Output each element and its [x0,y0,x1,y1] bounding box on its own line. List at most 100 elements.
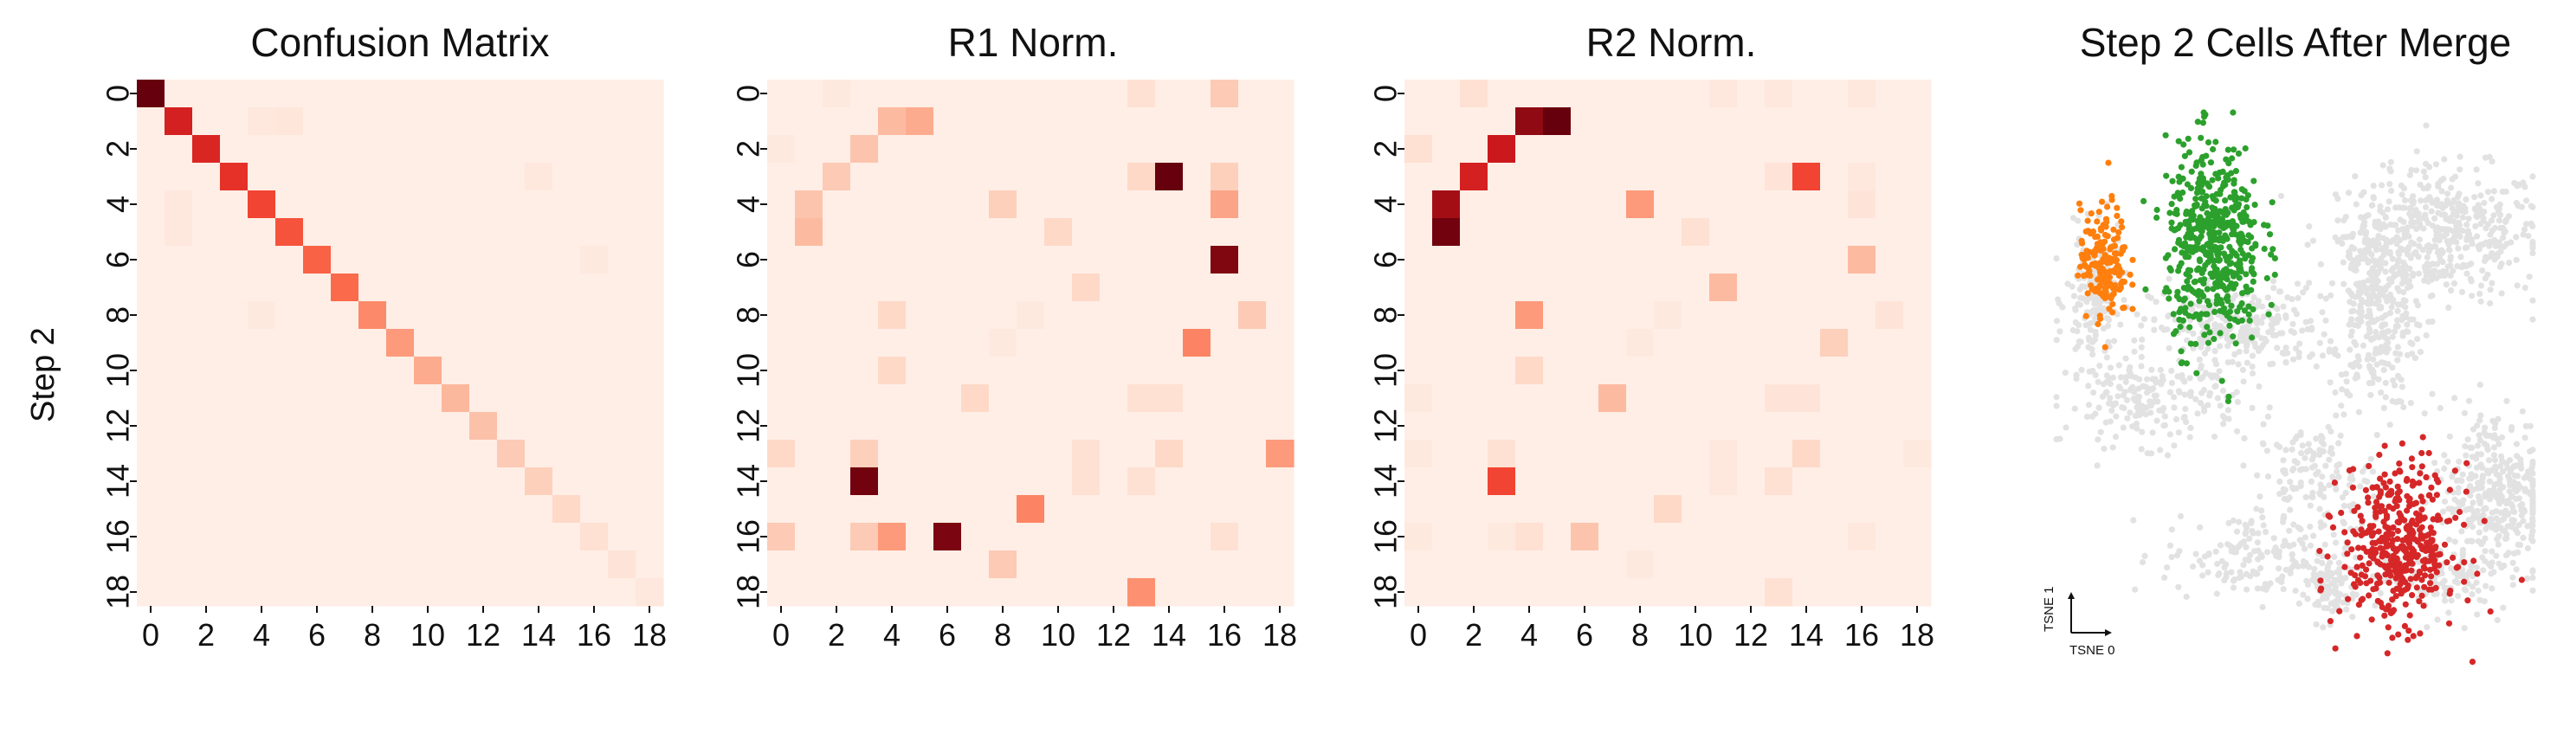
tsne-point-background [2499,527,2506,534]
r1-norm-cell [1211,301,1239,330]
r2-norm-cell [1876,440,1904,468]
confusion-matrix-cell [220,80,249,108]
tsne-point-background [2220,421,2227,428]
tsne-point-background [2099,393,2106,400]
tsne-point-background [2247,573,2254,580]
tsne-point-orange [2092,234,2099,241]
tsne-point-background [2469,236,2476,243]
r2-norm-cell [1515,246,1544,274]
tsne-point-orange [2086,267,2093,274]
r1-norm-cell [1072,523,1101,551]
tsne-point-green [2215,257,2223,264]
tsne-point-background [2508,493,2515,500]
confusion-matrix-cell [552,190,581,219]
r2-norm-cell [1432,523,1461,551]
tsne-point-background [2133,420,2140,428]
tsne-point-background [2397,236,2404,243]
tsne-point-red [2446,486,2453,493]
confusion-matrix-cell [303,301,332,330]
r2-norm-cell [1737,384,1766,413]
tsne-point-background [2198,389,2205,396]
tsne-point-red [2406,556,2413,563]
confusion-matrix-cell [497,578,526,607]
confusion-matrix-cell [137,301,165,330]
tsne-point-background [2428,276,2436,283]
r2-norm-cell [1765,135,1793,164]
tsne-point-background [2415,254,2422,261]
confusion-matrix-cell [442,135,470,164]
tsne-point-red [2481,518,2488,525]
tsne-point-background [2281,495,2288,503]
tsne-point-background [2340,280,2347,287]
r1-norm-cell [795,246,823,274]
tsne-point-background [2503,397,2510,404]
tsne-point-background [2198,376,2205,383]
confusion-matrix-cell [608,246,636,274]
tsne-point-background [2089,307,2096,315]
r2-norm-cell [1626,384,1655,413]
tsne-point-background [2518,465,2525,472]
tsne-point-background [2524,488,2531,495]
tsne-point-background [2127,409,2134,416]
tsne-point-background [2221,576,2228,584]
tsne-point-background [2159,373,2166,380]
confusion-matrix-cell [608,190,636,219]
tsne-point-background [2186,375,2193,382]
confusion-matrix-cell [220,550,249,579]
r1-norm-cell [1017,80,1045,108]
tsne-point-background [2260,421,2267,428]
r2-norm-cell [1820,467,1849,496]
r1-norm-cell [1100,218,1128,247]
r2-norm-cell [1737,523,1766,551]
confusion-matrix-cell [414,107,442,136]
r2-norm-cell [1682,523,1710,551]
r2-norm-cell [1682,412,1710,441]
tsne-point-background [2309,237,2317,244]
tsne-point-red [2332,645,2339,652]
tsne-point-red [2369,484,2376,492]
tsne-point-background [2388,187,2395,195]
tsne-point-background [2389,364,2396,371]
tsne-point-background [2277,192,2285,200]
confusion-matrix-cell [248,218,276,247]
tsne-point-background [2457,233,2463,240]
tsne-point-background [2406,316,2413,323]
r2-norm-cell [1876,412,1904,441]
r1-norm-cell [989,384,1017,413]
tsne-point-background [2217,542,2224,549]
tsne-point-background [2181,391,2188,398]
tsne-point-background [2192,396,2199,402]
r2-norm-cell [1404,550,1433,579]
r2-norm-cell [1460,412,1488,441]
tsne-point-background [2350,307,2357,314]
tsne-point-green [2219,271,2226,278]
tsne-point-red [2418,506,2425,513]
r1-norm-cell [1044,329,1073,357]
r1-norm-cell [1127,80,1156,108]
confusion-matrix-cell [525,135,553,164]
tsne-point-red [2351,507,2358,514]
tsne-point-green [2236,274,2243,281]
confusion-matrix-cell [469,412,498,441]
r1-norm-cell [1072,384,1101,413]
r2-norm-cell [1876,107,1904,136]
tsne-point-background [2243,529,2250,536]
tsne-point-background [2290,465,2297,473]
tsne-point-background [2451,395,2458,402]
tsne-point-background [2107,395,2114,402]
r2-norm-cell [1709,523,1738,551]
r1-norm-cell [795,440,823,468]
tsne-point-background [2495,217,2502,224]
r2-norm-cell [1626,80,1655,108]
tsne-point-red [2359,518,2366,525]
tsne-point-orange [2092,286,2100,293]
tsne-point-background [2439,248,2446,255]
tsne-point-background [2529,528,2536,535]
r2-norm-cell [1432,329,1461,357]
r1-norm-cell [1100,523,1128,551]
tsne-point-background [2461,409,2468,416]
tsne-point-background [2453,477,2460,485]
tsne-point-background [2307,318,2315,325]
r2-norm-cell [1792,467,1821,496]
